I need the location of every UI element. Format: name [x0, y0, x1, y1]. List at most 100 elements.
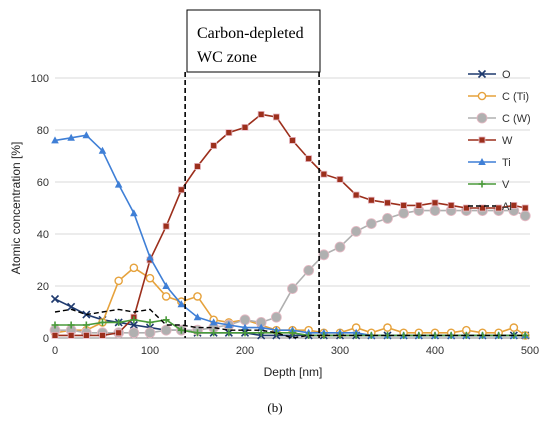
y-axis-label: Atomic concentration [%]: [9, 142, 23, 275]
y-tick-label: 20: [37, 281, 49, 293]
x-tick-label: 0: [52, 345, 58, 357]
legend-item-c-ti: C (Ti): [468, 91, 529, 103]
data-point-w: [495, 204, 503, 212]
annotation-box: [186, 9, 321, 73]
data-point-c-ti: [114, 276, 123, 286]
data-point-c-w: [287, 283, 298, 295]
legend-marker-v: [478, 180, 486, 188]
series-al: [54, 308, 526, 339]
data-point-ti: [177, 300, 186, 308]
data-point-v: [51, 321, 59, 329]
data-point-o: [67, 302, 76, 311]
data-point-w: [305, 155, 313, 163]
data-point-w: [415, 201, 423, 209]
data-point-c-ti: [161, 292, 171, 301]
data-point-v: [130, 316, 138, 324]
data-point-v: [289, 329, 296, 337]
series-line-ti: [54, 134, 526, 337]
data-point-ti: [209, 318, 218, 326]
data-point-w: [210, 142, 218, 150]
data-point-c-ti: [193, 292, 202, 301]
series-line-w: [55, 113, 526, 337]
data-point-w: [289, 136, 296, 144]
legend-marker-c-w: [476, 112, 488, 124]
y-tick-label: 0: [43, 333, 49, 345]
data-point-w: [400, 201, 408, 209]
data-point-c-w: [303, 264, 315, 276]
data-point-w: [115, 329, 123, 337]
series-lines: [49, 111, 531, 340]
series-w: [51, 111, 529, 339]
data-point-v: [225, 329, 233, 337]
data-point-c-ti: [509, 323, 519, 332]
data-point-w: [257, 111, 265, 118]
data-point-w: [462, 204, 470, 212]
data-point-w: [521, 204, 529, 212]
data-point-c-w: [270, 311, 282, 323]
data-point-c-ti: [145, 273, 155, 283]
series-v: [51, 316, 529, 339]
x-tick-label: 400: [426, 345, 444, 357]
data-point-v: [67, 321, 75, 329]
x-tick-label: 200: [236, 345, 254, 357]
data-point-ti: [51, 136, 59, 144]
data-point-w: [99, 331, 106, 339]
data-point-ti: [130, 209, 138, 217]
data-point-c-w: [382, 212, 393, 224]
legend-item-o: O: [468, 69, 511, 81]
data-point-w: [162, 222, 170, 230]
data-point-c-w: [334, 241, 346, 253]
annotation-line-2: WC zone: [197, 49, 257, 66]
data-point-c-w: [365, 218, 377, 230]
data-point-c-ti: [129, 263, 139, 273]
data-point-w: [67, 331, 75, 339]
axes: 0 20 40 60 80 100 0 100 200 300 400 500: [31, 73, 540, 357]
data-point-w: [225, 129, 233, 137]
data-point-w: [177, 186, 185, 194]
data-point-v: [162, 316, 170, 324]
x-axis-label: Depth [nm]: [264, 365, 323, 379]
data-point-ti: [114, 180, 123, 188]
data-point-v: [99, 318, 106, 326]
data-point-w: [82, 331, 90, 339]
y-tick-label: 60: [37, 177, 49, 189]
data-point-c-w: [350, 225, 362, 237]
data-point-v: [115, 318, 123, 326]
annotation-line-1: Carbon-depleted: [197, 25, 304, 42]
legend: O C (Ti) C (W) W Ti V Al: [468, 69, 531, 213]
data-point-w: [272, 113, 280, 121]
data-point-o: [129, 320, 138, 330]
x-tick-label: 300: [331, 345, 349, 357]
data-point-w: [431, 199, 439, 207]
data-point-v: [210, 329, 218, 337]
data-point-v: [194, 329, 201, 337]
data-point-w: [352, 191, 360, 199]
data-point-w: [510, 201, 518, 209]
series-line-al: [54, 308, 526, 339]
data-point-v: [177, 326, 185, 334]
data-point-v: [257, 329, 265, 337]
data-point-c-w: [144, 327, 156, 339]
data-point-c-w: [519, 210, 531, 222]
annotation: Carbon-depleted WC zone: [184, 9, 321, 338]
data-point-ti: [162, 282, 170, 289]
legend-marker-o: [477, 69, 487, 79]
legend-label-c-ti: C (Ti): [502, 91, 529, 103]
legend-item-w: W: [468, 135, 513, 147]
panel-label: (b): [267, 400, 282, 415]
data-point-w: [479, 204, 486, 212]
legend-item-c-w: C (W): [468, 112, 531, 125]
y-tick-label: 40: [37, 229, 49, 241]
y-tick-label: 80: [37, 125, 49, 137]
gridlines: [55, 77, 530, 339]
data-point-w: [51, 331, 59, 339]
y-tick-label: 100: [31, 73, 49, 85]
legend-label-c-w: C (W): [502, 113, 531, 125]
legend-marker-ti: [478, 158, 486, 165]
legend-item-al: Al: [468, 201, 512, 213]
legend-label-v: V: [502, 179, 510, 191]
data-point-w: [241, 124, 249, 131]
data-point-ti: [241, 323, 249, 331]
data-point-ti: [67, 133, 75, 141]
data-point-ti: [225, 321, 233, 328]
